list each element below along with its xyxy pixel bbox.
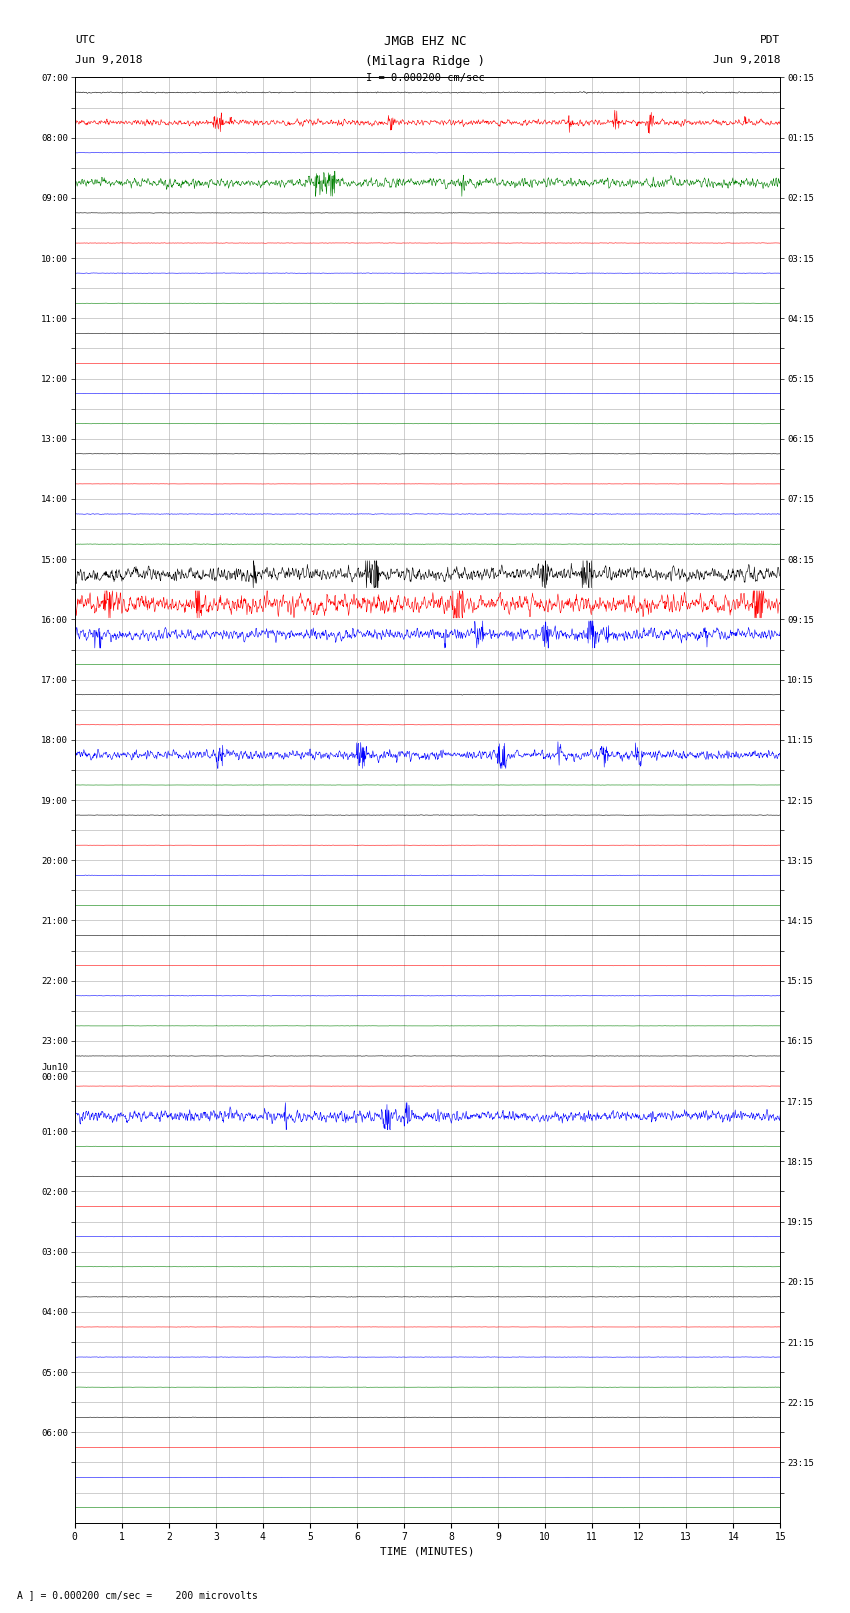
Text: I = 0.000200 cm/sec: I = 0.000200 cm/sec [366, 73, 484, 82]
Text: A ] = 0.000200 cm/sec =    200 microvolts: A ] = 0.000200 cm/sec = 200 microvolts [17, 1590, 258, 1600]
Text: UTC: UTC [75, 35, 95, 45]
Text: (Milagra Ridge ): (Milagra Ridge ) [365, 55, 485, 68]
Text: PDT: PDT [760, 35, 780, 45]
X-axis label: TIME (MINUTES): TIME (MINUTES) [380, 1547, 475, 1557]
Text: Jun 9,2018: Jun 9,2018 [75, 55, 142, 65]
Text: Jun 9,2018: Jun 9,2018 [713, 55, 780, 65]
Text: JMGB EHZ NC: JMGB EHZ NC [383, 35, 467, 48]
